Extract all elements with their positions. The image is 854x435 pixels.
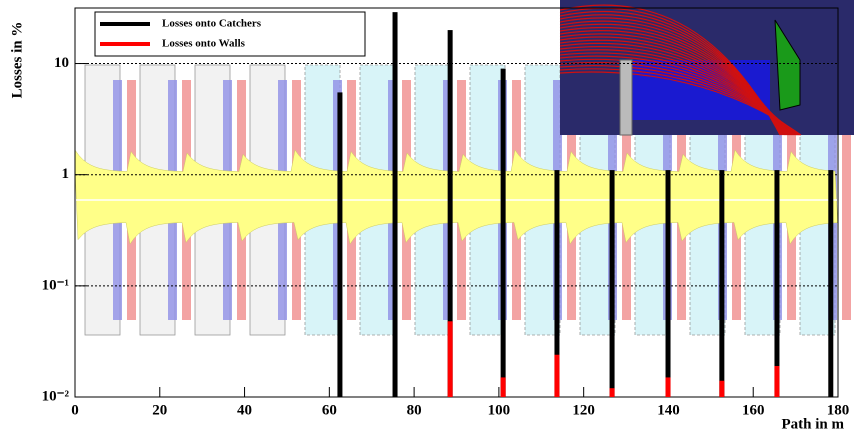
lattice-background bbox=[74, 0, 854, 398]
bar bbox=[774, 170, 780, 397]
bar bbox=[554, 170, 560, 397]
x-tick-label: 160 bbox=[742, 402, 765, 418]
y-axis-title: Losses in % bbox=[9, 22, 25, 99]
bar bbox=[447, 30, 453, 397]
x-tick-label: 20 bbox=[152, 402, 167, 418]
inset-catcher bbox=[774, 19, 801, 111]
x-axis-title: Path in m bbox=[781, 416, 844, 432]
bar bbox=[392, 12, 398, 398]
inset-block bbox=[619, 59, 633, 136]
bar bbox=[337, 92, 343, 397]
magnet-red bbox=[842, 80, 851, 320]
bar bbox=[609, 388, 615, 397]
legend-box bbox=[94, 11, 366, 57]
bar bbox=[500, 68, 506, 397]
y-tick-label: 10 bbox=[54, 55, 69, 71]
bar bbox=[719, 170, 725, 397]
bar bbox=[774, 366, 780, 397]
bar bbox=[447, 321, 453, 397]
bar bbox=[554, 354, 560, 397]
x-tick-label: 0 bbox=[71, 402, 79, 418]
x-tick-label: 80 bbox=[407, 402, 422, 418]
x-tick-label: 180 bbox=[827, 402, 850, 418]
x-tick-label: 60 bbox=[322, 402, 337, 418]
y-tick-label: 10⁻² bbox=[42, 388, 70, 404]
legend-label: Losses onto Walls bbox=[162, 38, 246, 50]
x-tick-label: 120 bbox=[572, 402, 595, 418]
y-tick-label: 1 bbox=[62, 166, 70, 182]
bar bbox=[500, 377, 506, 397]
bar bbox=[609, 170, 615, 397]
bar bbox=[665, 170, 671, 397]
bar bbox=[828, 170, 834, 397]
y-tick-label: 10⁻¹ bbox=[42, 277, 69, 293]
x-tick-label: 100 bbox=[488, 402, 511, 418]
inset-trajectory bbox=[559, 71, 802, 136]
bar bbox=[665, 377, 671, 397]
x-tick-label: 140 bbox=[657, 402, 680, 418]
bar bbox=[719, 380, 725, 397]
x-tick-label: 40 bbox=[237, 402, 252, 418]
legend-label: Losses onto Catchers bbox=[162, 18, 262, 30]
